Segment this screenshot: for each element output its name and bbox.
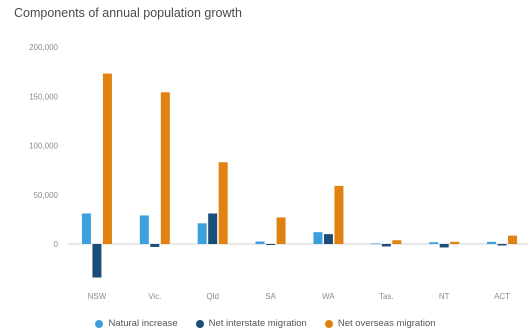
x-tick-label: Vic. [148, 292, 161, 301]
bar-sa-series-2 [276, 217, 286, 244]
bar-tas-series-0 [371, 243, 381, 245]
y-tick-label: 150,000 [29, 92, 58, 101]
legend-marker-natural-increase [95, 319, 104, 328]
legend-marker-net-interstate-migration [195, 319, 204, 328]
bar-act-series-1 [497, 244, 507, 246]
bar-wa-series-2 [334, 185, 344, 244]
bar-tas-series-1 [381, 244, 391, 247]
bar-nsw-series-2 [102, 73, 112, 244]
x-tick-label: NT [439, 292, 450, 301]
y-tick-label: 100,000 [29, 142, 58, 151]
x-tick-label: ACT [494, 292, 510, 301]
x-tick-label: Tas. [379, 292, 394, 301]
legend-item-natural-increase[interactable]: Natural increase [95, 318, 178, 329]
legend-label: Natural increase [108, 318, 178, 329]
y-tick-label: 50,000 [34, 191, 59, 200]
chart-title: Components of annual population growth [14, 6, 242, 20]
bar-sa-series-0 [255, 241, 265, 244]
bar-nsw-series-0 [81, 213, 91, 244]
x-tick-label: SA [265, 292, 276, 301]
bar-nt-series-0 [429, 242, 439, 244]
legend-label: Net interstate migration [208, 318, 307, 329]
bar-vic-series-0 [139, 215, 149, 244]
y-tick-label: 200,000 [29, 43, 58, 52]
legend-label: Net overseas migration [337, 318, 436, 329]
bar-tas-series-2 [392, 240, 402, 244]
chart-plot: 0 50,000 100,000 150,000 200,000 NSW Vic. Qld SA… [29, 43, 528, 301]
bar-sa-series-1 [266, 244, 276, 245]
bar-nt-series-2 [450, 241, 460, 244]
bar-nsw-series-1 [92, 244, 102, 278]
legend-marker-net-overseas-migration [324, 319, 333, 328]
bar-wa-series-1 [323, 234, 333, 244]
bar-vic-series-1 [150, 244, 160, 247]
bar-wa-series-0 [313, 232, 323, 244]
bar-act-series-0 [487, 241, 497, 244]
chart-legend: Natural increase Net interstate migratio… [0, 318, 531, 329]
x-tick-label: WA [322, 292, 335, 301]
bar-nt-series-1 [439, 244, 449, 248]
legend-item-net-overseas-migration[interactable]: Net overseas migration [324, 318, 436, 329]
bar-qld-series-1 [208, 213, 218, 244]
bar-qld-series-2 [218, 162, 228, 244]
legend-item-net-interstate-migration[interactable]: Net interstate migration [195, 318, 307, 329]
x-tick-label: Qld [206, 292, 218, 301]
bar-vic-series-2 [160, 92, 170, 244]
x-tick-label: NSW [88, 292, 107, 301]
bar-act-series-2 [508, 235, 518, 244]
y-tick-label: 0 [54, 240, 59, 249]
bar-qld-series-0 [197, 223, 207, 244]
